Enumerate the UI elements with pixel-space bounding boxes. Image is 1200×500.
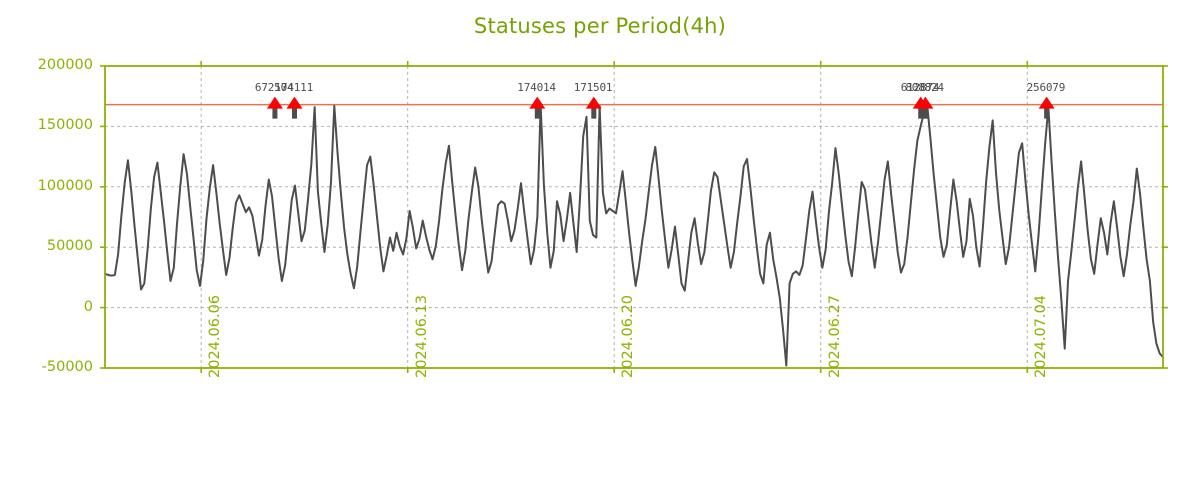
x-axis-tick-label: 2024.06.06 (207, 294, 224, 378)
peak-value-label: 174111 (274, 80, 314, 94)
peak-value-label: 256079 (1026, 80, 1066, 94)
y-axis-tick-label: 50000 (46, 238, 93, 255)
y-axis-tick-label: 100000 (37, 177, 93, 194)
peak-value-label: 171501 (573, 80, 613, 94)
y-axis-tick-label: 0 (83, 298, 93, 315)
plot-frame (104, 65, 1164, 369)
y-axis-tick-label: -50000 (41, 359, 93, 375)
x-axis-tick-label: 2024.06.20 (620, 294, 637, 378)
y-axis-tick-label: 150000 (37, 117, 93, 134)
x-axis-tick-label: 2024.06.13 (413, 294, 430, 378)
x-axis-tick-label: 2024.06.27 (826, 294, 843, 378)
peak-value-label: 174014 (517, 80, 556, 94)
peak-value-label: 808824 (905, 80, 944, 94)
data-series-line (104, 103, 1164, 367)
peak-value-label: 672504 (254, 80, 294, 94)
y-axis-tick-label: 200000 (37, 57, 93, 73)
chart-title: Statuses per Period(4h) (473, 14, 727, 38)
axis-ticks (100, 61, 1168, 373)
peak-value-label: 612874 (900, 80, 940, 94)
peak-markers (266, 96, 1055, 119)
x-axis-tick-label: 2024.07.04 (1033, 294, 1050, 378)
